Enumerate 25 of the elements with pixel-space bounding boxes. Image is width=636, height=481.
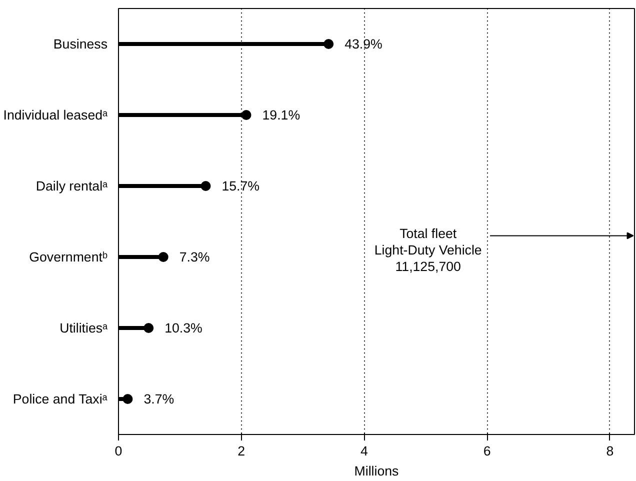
x-tick-label: 8: [606, 444, 614, 458]
point: [241, 110, 252, 120]
annotation: 3.7%: [144, 392, 174, 406]
annotation: 15.7%: [222, 178, 260, 194]
y-tick-label: Governmentᵇ: [29, 250, 108, 264]
annotation: 43.9%: [344, 36, 383, 52]
x-tick-label: 4: [360, 444, 369, 458]
point: [144, 323, 154, 333]
x-tick-label: 0: [114, 444, 122, 458]
y-tick-label: Individual leasedᵃ: [3, 108, 109, 122]
annotation: 19.1%: [262, 108, 300, 122]
annotation: Total fleet Light-Duty Vehicle 11,125,700: [374, 226, 482, 274]
x-tick-label: 2: [238, 444, 246, 458]
x-axis-title: Millions: [354, 464, 400, 478]
point: [158, 252, 168, 262]
y-tick-label: Daily rentalᵃ: [36, 178, 109, 194]
annotation: 10.3%: [164, 320, 203, 336]
y-tick-label: Utilitiesᵃ: [60, 320, 109, 336]
y-tick-label: Police and Taxiᵃ: [12, 392, 108, 406]
y-tick-label: Business: [53, 36, 108, 52]
annotation: 7.3%: [179, 250, 210, 264]
point: [200, 181, 211, 191]
point: [324, 39, 334, 49]
x-tick-label: 6: [483, 444, 491, 458]
point: [122, 394, 133, 404]
